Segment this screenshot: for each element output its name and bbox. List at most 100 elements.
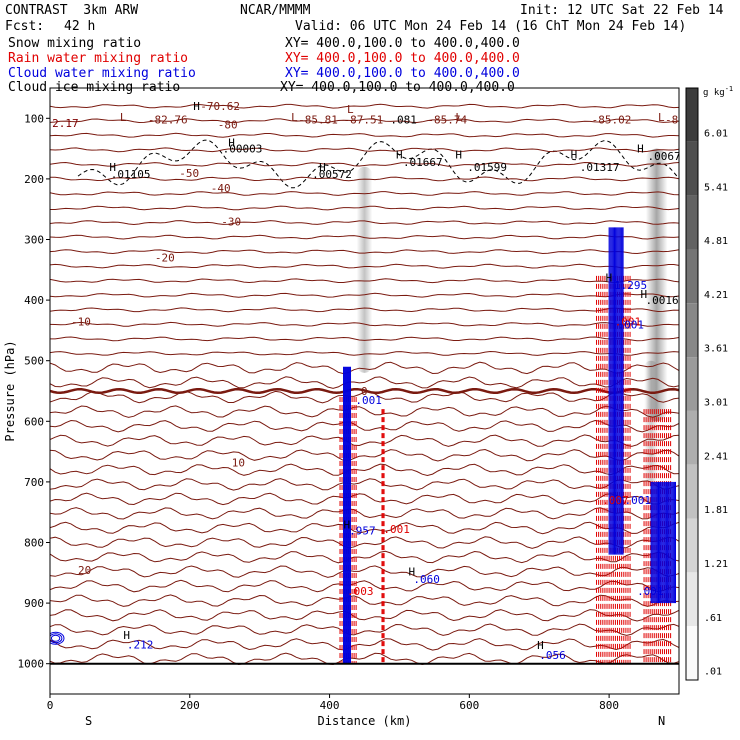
- isotherm-line: [50, 565, 679, 578]
- isotherm-line: [50, 638, 679, 651]
- high-marker: H: [571, 149, 578, 162]
- isotherm-line: [50, 376, 679, 389]
- isotherm-line: [50, 492, 679, 506]
- low-marker: L: [291, 111, 298, 124]
- high-marker: H: [606, 272, 613, 285]
- colorbar-segment: [686, 518, 698, 573]
- isotherm-line: [50, 405, 679, 418]
- cloud-water-ring: [50, 631, 65, 645]
- colorbar-label: 1.81: [704, 505, 728, 516]
- cloud-water-ring: [50, 634, 61, 642]
- low-marker: L: [347, 103, 354, 116]
- isotherm-line: [50, 249, 679, 255]
- value-label: .001: [383, 523, 410, 536]
- x-tick-label: 200: [180, 699, 200, 712]
- isotherm-line: [50, 507, 679, 520]
- isotherm-line: [50, 176, 679, 182]
- isotherm-line: [50, 350, 679, 356]
- isotherm-label: 20: [78, 564, 91, 577]
- colorbar-label: .61: [704, 613, 722, 624]
- high-marker: H: [344, 518, 351, 531]
- value-label: .007: [602, 494, 629, 507]
- y-tick-label: 600: [24, 415, 44, 428]
- south-label: S: [85, 714, 92, 728]
- field-xy-cloud-water: XY= 400.0,100.0 to 400.0,400.0: [285, 66, 520, 81]
- colorbar-label: 5.41: [704, 182, 728, 193]
- x-axis-title: Distance (km): [318, 714, 412, 728]
- forecast-label: Fcst:: [5, 19, 45, 34]
- high-marker: H: [537, 639, 544, 652]
- isotherm-label: 10: [232, 457, 245, 470]
- plot-area: -70.62 -82.76 -80 -85.81 -87.51 -85.74 -85.02 -…: [50, 100, 685, 666]
- y-tick-label: 100: [24, 112, 44, 125]
- y-tick-label: 700: [24, 476, 44, 489]
- isotherm-line: [50, 118, 679, 124]
- high-marker: H: [641, 288, 648, 301]
- cloud-water-ring: [50, 633, 63, 644]
- isotherm-line: [50, 220, 679, 226]
- value-label: .060: [413, 573, 440, 586]
- colorbar-segment: [686, 88, 698, 142]
- zero-isotherm: [50, 387, 679, 395]
- high-marker: H: [319, 161, 326, 174]
- isotherm-line: [50, 292, 679, 298]
- init-time: Init: 12 UTC Sat 22 Feb 14: [520, 3, 724, 18]
- x-tick-label: 0: [47, 699, 54, 712]
- y-tick-label: 900: [24, 597, 44, 610]
- isotherm-line: [50, 390, 679, 404]
- isotherm-label: -85.74: [427, 114, 467, 127]
- x-tick-label: 800: [599, 699, 619, 712]
- colorbar-segment: [686, 572, 698, 627]
- value-label: .001: [355, 394, 382, 407]
- isotherm-line: [50, 361, 679, 375]
- isotherm-label: -85.81: [298, 114, 338, 127]
- colorbar-segment: [686, 303, 698, 358]
- field-name-snow: Snow mixing ratio: [8, 36, 142, 51]
- isotherm-line: [50, 652, 679, 666]
- isotherm-label: -50: [179, 167, 199, 180]
- colorbar-unit-exponent: -1: [725, 85, 733, 93]
- isotherm-line: [50, 550, 679, 564]
- value-label: .212: [127, 638, 154, 651]
- isotherm-line: [50, 191, 679, 196]
- isotherm-line: [50, 536, 679, 549]
- value-label: .001: [615, 315, 642, 328]
- isotherm-label: -20: [155, 252, 175, 265]
- isotherm-label: -84: [665, 114, 685, 127]
- y-axis-title: Pressure (hPa): [3, 340, 17, 441]
- isotherm-label: -70.62: [200, 100, 240, 113]
- value-label: 1.295: [614, 279, 647, 292]
- valid-time: Valid: 06 UTC Mon 24 Feb 14 (16 ChT Mon …: [295, 19, 687, 34]
- isotherm-line: [50, 234, 679, 240]
- isotherm-line: [50, 463, 679, 477]
- value-label: .001: [617, 318, 644, 331]
- chart-title: CONTRAST 3km ARW: [5, 3, 139, 18]
- isotherm-line: [50, 321, 679, 327]
- value-label: .001: [637, 585, 664, 598]
- colorbar-label: 2.41: [704, 451, 728, 462]
- x-tick-label: 400: [320, 699, 340, 712]
- colorbar-label: .01: [704, 667, 722, 678]
- isotherm-line: [50, 448, 679, 462]
- cloud-ice-contour: [77, 139, 679, 189]
- colorbar-unit: g kg-1: [703, 85, 733, 98]
- isotherm-line: [50, 419, 679, 433]
- north-label: N: [658, 714, 665, 728]
- high-marker: H: [409, 566, 416, 579]
- colorbar-segment: [686, 195, 698, 250]
- high-marker: H: [396, 149, 403, 162]
- isotherm-line: [50, 623, 679, 636]
- low-marker: L: [658, 111, 665, 124]
- forecast-hours: 42 h: [64, 19, 96, 34]
- value-label: .00572: [312, 168, 352, 181]
- colorbar-label: 3.61: [704, 344, 728, 355]
- isotherm-line: [50, 161, 679, 167]
- producer-label: NCAR/MMMM: [240, 3, 311, 18]
- colorbar-segment: [686, 141, 698, 196]
- field-name-rain: Rain water mixing ratio: [8, 51, 189, 66]
- value-label: .001: [624, 494, 651, 507]
- isotherm-line: [50, 205, 679, 211]
- colorbar-segment: [686, 464, 698, 519]
- field-name-cloud-water: Cloud water mixing ratio: [8, 66, 196, 81]
